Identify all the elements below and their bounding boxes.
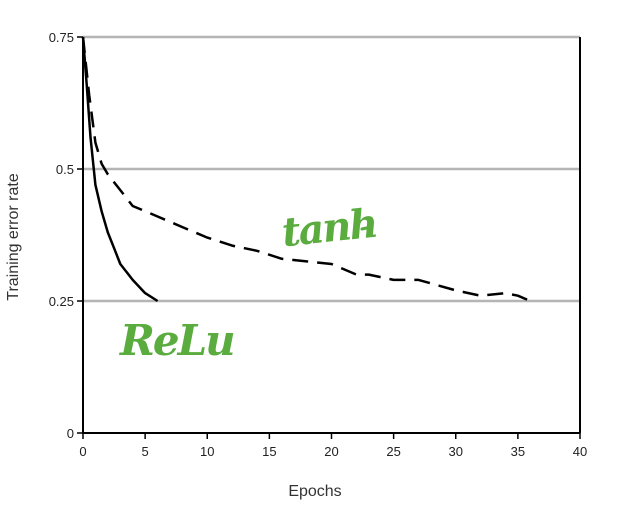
annotation-relu: ReLu — [119, 316, 234, 365]
y-tick-label-1: 0.25 — [49, 294, 74, 309]
annotation-tanh-dash — [360, 225, 373, 231]
series-line-relu — [81, 36, 159, 303]
series-layer — [81, 36, 531, 303]
x-tick-label-0: 0 — [79, 444, 86, 459]
y-tick-label-2: 0.5 — [56, 162, 74, 177]
series-line-tanh — [81, 36, 531, 303]
x-tick-label-5: 25 — [386, 444, 400, 459]
x-tick-label-8: 40 — [573, 444, 587, 459]
y-axis-ticks: 0 0.25 0.5 0.75 — [49, 30, 83, 441]
y-tick-label-3: 0.75 — [49, 30, 74, 45]
y-tick-label-0: 0 — [67, 426, 74, 441]
x-axis-label: Epochs — [288, 483, 341, 500]
y-axis-label: Training error rate — [5, 173, 22, 301]
x-tick-label-7: 35 — [511, 444, 525, 459]
x-tick-label-4: 20 — [324, 444, 338, 459]
x-tick-label-2: 10 — [200, 444, 214, 459]
x-tick-label-1: 5 — [142, 444, 149, 459]
gridlines — [83, 35, 580, 303]
x-tick-label-6: 30 — [449, 444, 463, 459]
x-axis-ticks: 0 5 10 15 20 25 30 35 40 — [79, 433, 587, 459]
x-tick-label-3: 15 — [262, 444, 276, 459]
